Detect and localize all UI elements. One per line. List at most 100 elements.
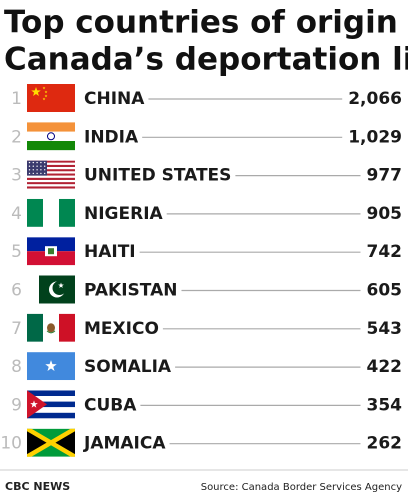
rank: 3	[11, 166, 22, 186]
flag-part	[32, 165, 34, 167]
flag	[27, 390, 75, 419]
flag-part	[53, 428, 75, 457]
count: 422	[367, 357, 403, 377]
country: NIGERIA	[84, 204, 164, 224]
flag-part	[44, 90, 48, 94]
flag-part	[27, 428, 49, 457]
rank: 4	[11, 204, 22, 224]
flag-part	[44, 94, 48, 98]
rank: 1	[11, 89, 22, 109]
country: CUBA	[84, 395, 137, 415]
source: Source: Canada Border Services Agency	[201, 482, 402, 493]
flag-part	[27, 179, 75, 183]
count: 605	[367, 281, 403, 301]
flag-part	[32, 161, 34, 164]
count: 2,066	[348, 89, 402, 109]
flag-part	[27, 237, 75, 252]
flag-part	[28, 165, 31, 167]
flag-part	[27, 396, 75, 402]
flag-part	[27, 160, 47, 176]
flag-part	[27, 141, 75, 151]
flag-part	[27, 186, 75, 189]
flag-part	[27, 182, 75, 185]
row: 7 MEXICO 543	[11, 313, 403, 342]
flag-part	[27, 167, 75, 170]
flag-part	[27, 171, 75, 174]
country: PAKISTAN	[84, 281, 177, 301]
brand: CBC NEWS	[5, 480, 70, 493]
rank: 10	[0, 434, 22, 454]
flag-part	[36, 169, 38, 171]
row: 2 INDIA 1,029	[11, 122, 402, 151]
flag-part	[52, 281, 67, 295]
flag-part	[28, 169, 31, 171]
country: UNITED STATES	[84, 166, 231, 186]
flag-part	[28, 172, 31, 175]
flag-part	[27, 173, 75, 176]
rank: 9	[11, 395, 22, 415]
flag-part	[27, 177, 75, 180]
title-line: Top countries of origin on	[4, 5, 408, 41]
flag-part	[42, 97, 46, 101]
row: 6 PAKISTAN 605	[11, 275, 403, 304]
flag-part	[40, 169, 42, 171]
row: 8 SOMALIA 422	[11, 352, 403, 381]
flag-part	[27, 428, 75, 457]
flag-part	[27, 160, 75, 163]
flag-part	[59, 198, 75, 227]
flag-part	[44, 161, 46, 164]
rank: 5	[11, 242, 22, 262]
flag-part	[36, 165, 38, 167]
flag-part	[30, 400, 38, 408]
flag-part	[27, 175, 75, 178]
flag-part	[40, 172, 42, 175]
count: 262	[367, 434, 403, 454]
flag-part	[27, 122, 75, 132]
country: JAMAICA	[83, 434, 166, 454]
flag-part	[27, 169, 75, 172]
flag-part	[27, 198, 43, 227]
count: 977	[367, 166, 403, 186]
flag-part	[36, 172, 38, 175]
count: 742	[367, 242, 403, 262]
flag-part	[44, 165, 46, 167]
row: 4 NIGERIA 905	[11, 198, 403, 227]
flag-part	[44, 172, 46, 175]
flag-part	[27, 412, 75, 419]
title-line: Canada’s deportation list	[4, 42, 408, 78]
flag-part	[27, 131, 75, 141]
count: 543	[367, 319, 403, 339]
rank: 6	[11, 281, 22, 301]
flag-part	[27, 313, 43, 342]
country: CHINA	[84, 89, 145, 109]
flag-part	[40, 165, 42, 167]
flag-part	[27, 162, 75, 165]
flag-part	[27, 390, 75, 396]
count: 1,029	[348, 127, 402, 147]
rank: 7	[11, 319, 22, 339]
flag-part	[27, 390, 47, 419]
country: SOMALIA	[84, 357, 172, 377]
flag-part	[27, 164, 75, 168]
flag-part	[48, 248, 54, 255]
row: 3 UNITED STATES 977	[11, 160, 403, 189]
flag	[27, 237, 75, 266]
flag	[27, 198, 75, 227]
row: 10 JAMAICA 262	[0, 428, 403, 457]
row: 1 CHINA 2,066	[11, 84, 402, 112]
country: INDIA	[84, 127, 139, 147]
flag	[27, 352, 75, 381]
country: MEXICO	[84, 319, 159, 339]
flag-part	[28, 161, 31, 164]
flag-part	[40, 161, 42, 164]
flag-part	[46, 330, 56, 334]
flag-part	[32, 169, 34, 171]
count: 905	[367, 204, 403, 224]
flag-part	[27, 407, 75, 413]
row: 9 CUBA 354	[11, 390, 403, 419]
flag	[27, 428, 75, 457]
flag-part	[32, 172, 34, 175]
count: 354	[367, 395, 403, 415]
flag-part	[58, 282, 64, 288]
